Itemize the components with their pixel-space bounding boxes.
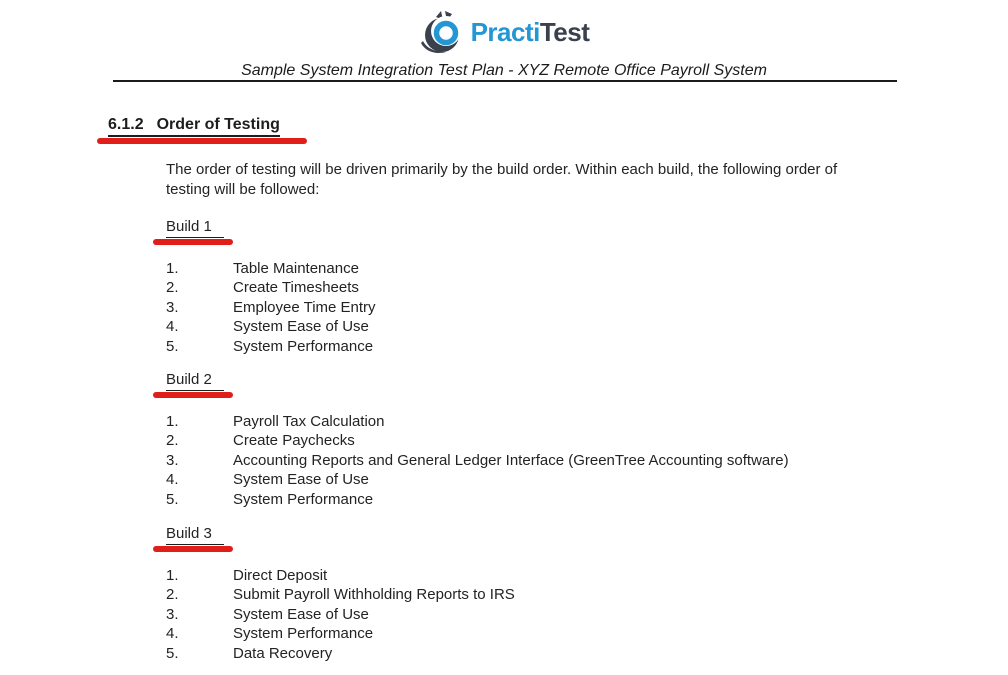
list-item-number: 4. xyxy=(166,471,179,489)
list-item-number: 5. xyxy=(166,644,179,662)
list-item: 5. System Performance xyxy=(166,490,789,509)
list-item: 4. System Performance xyxy=(166,624,515,643)
list-item: 5. Data Recovery xyxy=(166,644,515,663)
logo-text-practi: Practi xyxy=(470,16,541,47)
list-item: 2. Submit Payroll Withholding Reports to … xyxy=(166,585,515,604)
practitest-swirl-icon xyxy=(420,11,461,53)
list-item-number: 4. xyxy=(166,318,179,336)
list-item-number: 3. xyxy=(166,451,179,469)
list-item-text: Employee Time Entry xyxy=(233,298,376,316)
list-item: 3. Employee Time Entry xyxy=(166,298,376,317)
list-item-number: 1. xyxy=(166,567,179,584)
red-marker-underline xyxy=(97,138,307,144)
logo-text-test: Test xyxy=(539,16,590,47)
list-item-text: Data Recovery xyxy=(233,644,333,662)
list-item-number: 3. xyxy=(166,605,179,623)
list-item-text: System Performance xyxy=(233,337,374,355)
build-1-label-text: Build 1 xyxy=(166,218,212,235)
document-title: Sample System Integration Test Plan - XY… xyxy=(241,62,767,79)
header-rule xyxy=(113,80,897,82)
list-item-text: System Ease of Use xyxy=(233,605,369,623)
section-heading-text: 6.1.2 Order of Testing xyxy=(97,116,307,144)
list-item-text: System Performance xyxy=(233,625,374,643)
list-item-text: Payroll Tax Calculation xyxy=(233,413,385,430)
list-item-number: 1. xyxy=(166,260,179,277)
list-item-text: Submit Payroll Withholding Reports to IR… xyxy=(233,586,515,604)
list-item-number: 1. xyxy=(166,413,179,430)
build-3-label-text: Build 3 xyxy=(166,525,212,542)
list-item-number: 4. xyxy=(166,625,179,643)
build-2-label-text: Build 2 xyxy=(166,371,212,388)
list-item-text: Create Paychecks xyxy=(233,432,355,450)
red-marker-underline xyxy=(153,392,233,398)
list-item-text: System Ease of Use xyxy=(233,471,369,489)
build-1-label: Build 1 xyxy=(153,218,233,245)
list-item: 3. Accounting Reports and General Ledger … xyxy=(166,451,789,470)
list-item: 1. Direct Deposit xyxy=(166,566,515,585)
list-item: 2. Create Timesheets xyxy=(166,278,376,297)
section-title: Order of Testing xyxy=(156,116,280,133)
build-3-label: Build 3 xyxy=(153,525,233,552)
section-heading: 6.1.2 Order of Testing xyxy=(97,116,307,144)
logo: PractiTest xyxy=(0,10,1008,54)
list-item-number: 2. xyxy=(166,279,179,297)
build-2-label: Build 2 xyxy=(153,371,233,398)
list-item-text: System Ease of Use xyxy=(233,318,369,336)
list-item: 4. System Ease of Use xyxy=(166,470,789,489)
list-item-number: 5. xyxy=(166,337,179,355)
build-3-section: Build 3 1. Direct Deposit 2. Submit Payrol… xyxy=(153,525,515,663)
build-2-section: Build 2 1. Payroll Tax Calculation 2. Crea… xyxy=(153,371,789,509)
list-item-text: Create Timesheets xyxy=(233,279,359,297)
list-item-text: Direct Deposit xyxy=(233,567,328,584)
section-number: 6.1.2 xyxy=(108,116,144,133)
list-item-text: Table Maintenance xyxy=(233,260,359,277)
red-marker-underline xyxy=(153,239,233,245)
list-item: 4. System Ease of Use xyxy=(166,317,376,336)
list-item-number: 5. xyxy=(166,490,179,508)
list-item: 1. Table Maintenance xyxy=(166,259,376,278)
red-marker-underline xyxy=(153,546,233,552)
build-3-list: 1. Direct Deposit 2. Submit Payroll Withho… xyxy=(166,566,515,663)
list-item: 2. Create Paychecks xyxy=(166,431,789,450)
list-item-text: Accounting Reports and General Ledger In… xyxy=(233,451,789,469)
list-item-number: 2. xyxy=(166,586,179,604)
build-2-list: 1. Payroll Tax Calculation 2. Create Paych… xyxy=(166,412,789,509)
build-1-section: Build 1 1. Table Maintenance 2. Create Tim… xyxy=(153,218,376,356)
build-1-list: 1. Table Maintenance 2. Create Timesheets … xyxy=(166,259,376,356)
list-item-text: System Performance xyxy=(233,490,374,508)
list-item-number: 3. xyxy=(166,298,179,316)
list-item: 3. System Ease of Use xyxy=(166,605,515,624)
logo-wordmark: PractiTest xyxy=(471,17,590,48)
list-item: 1. Payroll Tax Calculation xyxy=(166,412,789,431)
list-item-number: 2. xyxy=(166,432,179,450)
intro-paragraph: The order of testing will be driven prim… xyxy=(166,161,838,198)
list-item: 5. System Performance xyxy=(166,337,376,356)
